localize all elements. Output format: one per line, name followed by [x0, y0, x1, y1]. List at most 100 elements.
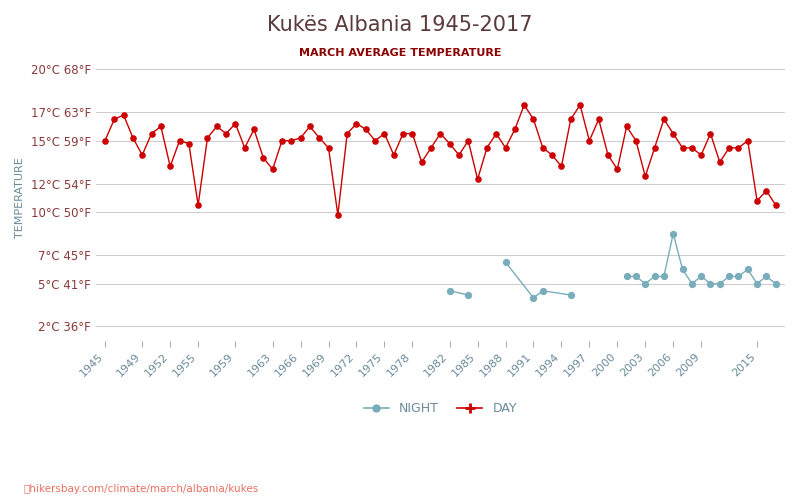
Point	[275, 136, 288, 144]
Point	[770, 280, 782, 287]
Point	[686, 280, 698, 287]
Point	[248, 126, 261, 134]
Point	[509, 126, 522, 134]
Point	[750, 196, 763, 204]
Point	[518, 101, 530, 109]
Point	[313, 134, 326, 142]
Legend: NIGHT, DAY: NIGHT, DAY	[358, 397, 522, 420]
Point	[686, 144, 698, 152]
Point	[667, 230, 680, 237]
Point	[732, 144, 745, 152]
Point	[527, 294, 540, 302]
Point	[415, 158, 428, 166]
Point	[434, 130, 446, 138]
Point	[630, 272, 642, 280]
Point	[285, 136, 298, 144]
Point	[238, 144, 251, 152]
Point	[266, 166, 279, 173]
Point	[220, 130, 233, 138]
Point	[583, 136, 596, 144]
Point	[694, 151, 707, 159]
Point	[630, 136, 642, 144]
Point	[760, 272, 773, 280]
Point	[648, 272, 661, 280]
Point	[770, 201, 782, 209]
Point	[378, 130, 391, 138]
Point	[546, 151, 558, 159]
Point	[499, 258, 512, 266]
Point	[667, 130, 680, 138]
Point	[369, 136, 382, 144]
Point	[704, 280, 717, 287]
Point	[341, 130, 354, 138]
Point	[331, 211, 344, 219]
Y-axis label: TEMPERATURE: TEMPERATURE	[15, 158, 25, 238]
Point	[592, 116, 605, 124]
Point	[443, 286, 456, 294]
Point	[257, 154, 270, 162]
Point	[742, 136, 754, 144]
Point	[704, 130, 717, 138]
Point	[732, 272, 745, 280]
Point	[164, 162, 177, 170]
Point	[714, 158, 726, 166]
Point	[118, 111, 130, 119]
Point	[98, 136, 111, 144]
Point	[611, 166, 624, 173]
Point	[722, 144, 735, 152]
Point	[481, 144, 494, 152]
Point	[471, 176, 484, 184]
Point	[714, 280, 726, 287]
Point	[564, 116, 577, 124]
Point	[443, 140, 456, 147]
Point	[126, 134, 139, 142]
Point	[490, 130, 502, 138]
Point	[154, 122, 167, 130]
Point	[555, 162, 568, 170]
Text: 📍hikersbay.com/climate/march/albania/kukes: 📍hikersbay.com/climate/march/albania/kuk…	[24, 484, 259, 494]
Point	[499, 144, 512, 152]
Point	[574, 101, 586, 109]
Point	[108, 116, 121, 124]
Point	[462, 291, 474, 299]
Point	[145, 130, 158, 138]
Point	[387, 151, 400, 159]
Point	[303, 122, 316, 130]
Point	[694, 272, 707, 280]
Point	[676, 266, 689, 274]
Point	[564, 291, 577, 299]
Text: MARCH AVERAGE TEMPERATURE: MARCH AVERAGE TEMPERATURE	[298, 48, 502, 58]
Point	[406, 130, 418, 138]
Text: Kukës Albania 1945-2017: Kukës Albania 1945-2017	[267, 15, 533, 35]
Point	[359, 126, 372, 134]
Point	[229, 120, 242, 128]
Point	[742, 266, 754, 274]
Point	[658, 116, 670, 124]
Point	[639, 280, 652, 287]
Point	[136, 151, 149, 159]
Point	[620, 272, 633, 280]
Point	[620, 122, 633, 130]
Point	[639, 172, 652, 180]
Point	[192, 201, 205, 209]
Point	[648, 144, 661, 152]
Point	[210, 122, 223, 130]
Point	[173, 136, 186, 144]
Point	[537, 144, 550, 152]
Point	[294, 134, 307, 142]
Point	[537, 286, 550, 294]
Point	[462, 136, 474, 144]
Point	[750, 280, 763, 287]
Point	[658, 272, 670, 280]
Point	[397, 130, 410, 138]
Point	[760, 186, 773, 194]
Point	[676, 144, 689, 152]
Point	[350, 120, 363, 128]
Point	[425, 144, 438, 152]
Point	[453, 151, 466, 159]
Point	[722, 272, 735, 280]
Point	[322, 144, 335, 152]
Point	[527, 116, 540, 124]
Point	[182, 140, 195, 147]
Point	[602, 151, 614, 159]
